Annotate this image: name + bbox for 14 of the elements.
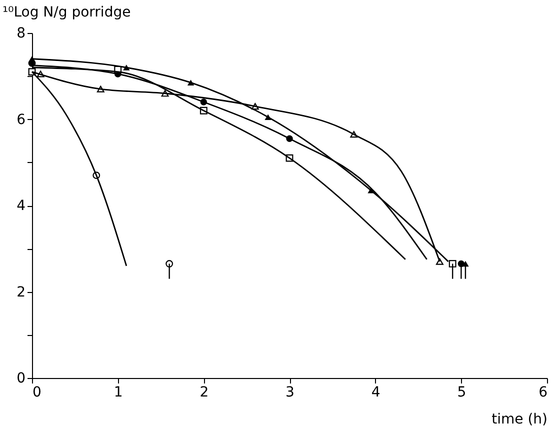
y-axis-title: ¹⁰Log N/g porridge	[2, 4, 131, 20]
y-tick-label: 8	[16, 26, 26, 42]
x-tick-label: 3	[286, 384, 294, 400]
y-tick-label: 6	[16, 112, 26, 128]
x-axis-title: time (h)	[492, 412, 548, 428]
y-tick-label: 0	[16, 370, 26, 386]
y-tick-label: 2	[16, 284, 26, 300]
x-tick-label: 0	[32, 384, 42, 400]
y-tick-label: 4	[16, 198, 26, 214]
x-tick-label: 4	[371, 384, 380, 400]
x-tick-label: 5	[457, 384, 466, 400]
x-tick-label: 2	[200, 384, 209, 400]
x-tick-label: 6	[538, 384, 548, 400]
x-tick-label: 1	[114, 384, 123, 400]
